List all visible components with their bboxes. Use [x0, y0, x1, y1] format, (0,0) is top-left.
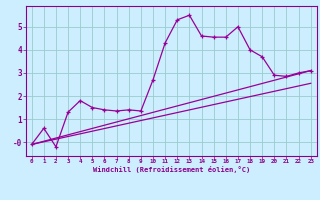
X-axis label: Windchill (Refroidissement éolien,°C): Windchill (Refroidissement éolien,°C) [92, 166, 250, 173]
